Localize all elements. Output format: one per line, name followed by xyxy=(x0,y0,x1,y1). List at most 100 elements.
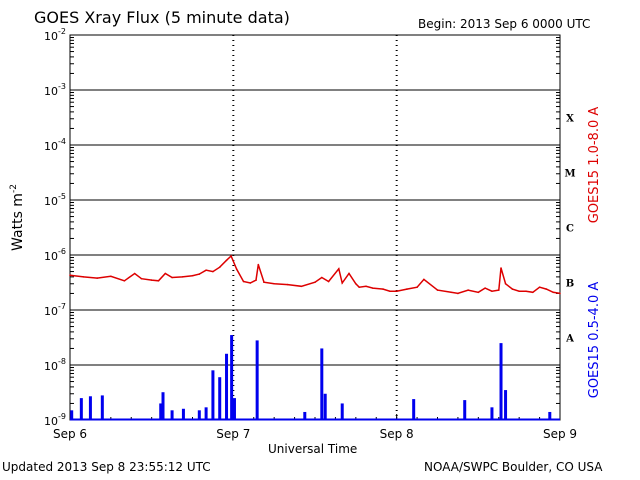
series-spike xyxy=(340,403,344,420)
series-point xyxy=(123,279,126,282)
series-point xyxy=(545,288,548,290)
series-point xyxy=(300,285,303,288)
series-point xyxy=(205,269,207,271)
series-point xyxy=(436,289,439,291)
y-tick-label: 10-2 xyxy=(44,27,66,43)
series-point xyxy=(552,291,554,294)
x-tick-label: Sep 8 xyxy=(380,427,414,441)
series-point xyxy=(191,274,194,277)
series-spike xyxy=(100,395,104,420)
series-spike xyxy=(218,377,222,420)
series-point xyxy=(150,279,153,281)
series-point xyxy=(525,290,527,292)
series-point xyxy=(457,292,459,295)
series-point xyxy=(273,282,275,285)
series-spike xyxy=(412,399,416,420)
y-tick-label: 10-9 xyxy=(44,412,66,428)
series-point xyxy=(358,286,361,288)
series-point xyxy=(157,279,160,282)
series-point xyxy=(348,272,350,275)
series-spike xyxy=(232,398,236,420)
x-tick-label: Sep 9 xyxy=(543,427,577,441)
series-spike xyxy=(230,335,234,420)
begin-time-label: Begin: 2013 Sep 6 0000 UTC xyxy=(418,17,591,31)
y-tick-label: 10-7 xyxy=(44,302,66,318)
series-spike xyxy=(320,348,324,420)
series-point xyxy=(511,288,514,290)
series-point xyxy=(341,282,344,284)
x-tick-label: Sep 7 xyxy=(216,427,250,441)
flare-class-label: C xyxy=(566,224,574,235)
series-spike xyxy=(88,396,92,420)
series-point xyxy=(96,277,99,279)
series-spike xyxy=(204,407,208,420)
series-spike xyxy=(197,410,201,420)
series-spike xyxy=(548,411,552,420)
series-point xyxy=(257,263,260,266)
series-spike xyxy=(303,411,307,420)
x-tick-label: Sep 6 xyxy=(53,427,87,441)
series-point xyxy=(497,289,500,291)
series-spike xyxy=(255,340,259,420)
series-spike xyxy=(504,390,508,420)
series-point xyxy=(133,272,136,275)
series-point xyxy=(338,268,340,270)
series-point xyxy=(450,291,452,294)
series-spike xyxy=(490,407,494,420)
flare-class-label: M xyxy=(564,169,575,180)
y-tick-label: 10-8 xyxy=(44,357,66,373)
series-spike xyxy=(161,392,165,420)
series-spike xyxy=(499,343,503,420)
series-point xyxy=(82,276,85,278)
series-point xyxy=(171,276,173,279)
legend-series-short: GOES15 0.5-4.0 A xyxy=(587,282,602,399)
series-point xyxy=(484,287,486,289)
series-point xyxy=(467,289,469,291)
credit-label: NOAA/SWPC Boulder, CO USA xyxy=(424,460,603,474)
series-spike xyxy=(79,398,83,420)
series-spike xyxy=(323,393,327,420)
series-point xyxy=(225,259,228,262)
y-tick-label: 10-3 xyxy=(44,82,66,98)
series-point xyxy=(218,266,221,269)
plot-frame xyxy=(69,34,561,421)
y-tick-label: 10-6 xyxy=(44,247,66,263)
series-point xyxy=(69,274,71,276)
series-spike xyxy=(159,403,163,420)
series-spike xyxy=(170,410,174,420)
series-point xyxy=(140,277,143,280)
series-point xyxy=(423,278,425,281)
series-spike xyxy=(463,400,467,420)
series-point xyxy=(372,287,374,289)
series-point xyxy=(491,290,493,292)
chart-title: GOES Xray Flux (5 minute data) xyxy=(34,8,290,27)
series-point xyxy=(500,267,502,269)
series-point xyxy=(327,280,330,283)
series-spike xyxy=(225,353,229,420)
updated-timestamp: Updated 2013 Sep 8 23:55:12 UTC xyxy=(2,460,211,474)
flare-class-label: A xyxy=(565,334,574,345)
series-line xyxy=(69,254,561,295)
series-point xyxy=(531,291,534,294)
series-point xyxy=(321,276,323,279)
y-axis-label: Watts m-2 xyxy=(9,184,26,251)
series-point xyxy=(504,282,507,285)
series-point xyxy=(406,288,408,290)
series-point xyxy=(263,281,265,284)
series-point xyxy=(286,283,289,286)
series-point xyxy=(230,255,232,257)
x-axis-label: Universal Time xyxy=(268,442,358,456)
series-point xyxy=(212,270,214,273)
series-point xyxy=(559,292,561,295)
series-point xyxy=(164,272,167,275)
series-spike xyxy=(211,370,215,420)
legend-series-long: GOES15 1.0-8.0 A xyxy=(587,107,602,224)
series-point xyxy=(110,275,112,278)
series-point xyxy=(389,290,391,292)
series-point xyxy=(235,268,238,271)
series-spike xyxy=(181,408,185,420)
series-point xyxy=(355,282,357,285)
series-point xyxy=(382,288,384,290)
series-point xyxy=(395,290,398,292)
